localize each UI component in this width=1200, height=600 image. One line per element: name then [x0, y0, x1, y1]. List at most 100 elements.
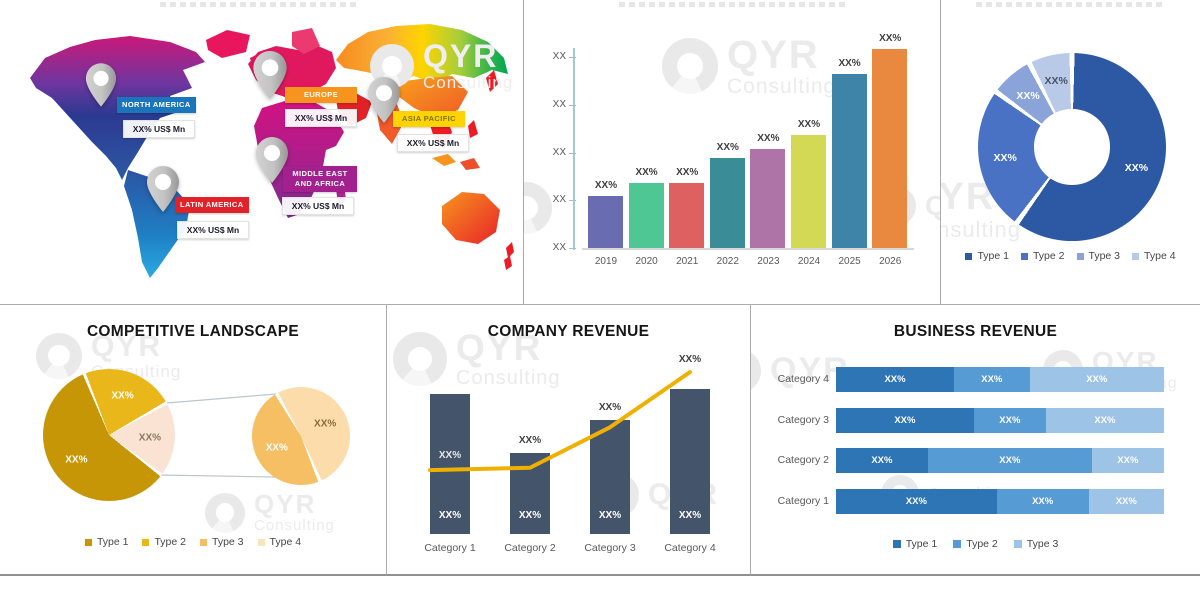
legend-item-type-1: Type 1	[965, 250, 1009, 262]
bar-2019	[588, 196, 623, 248]
footer-strip	[0, 578, 1200, 600]
watermark-subtitle: Consulting	[941, 216, 1021, 242]
bar-2022	[709, 158, 745, 248]
y-tick-label: XX	[552, 194, 566, 206]
y-tick-label: XX	[552, 51, 566, 62]
segment-type-3: XX%	[1045, 407, 1164, 433]
bar-2026	[872, 49, 908, 248]
segment-type-1: XX%	[836, 367, 955, 392]
line-value-label: XX%	[678, 354, 702, 366]
segment-type-1: XX%	[836, 407, 974, 433]
region-label-middle-east-africa: MIDDLE EAST AND AFRICA	[283, 166, 357, 192]
stacked-bar-category-1: XX% XX% XX%	[836, 488, 1164, 514]
legend-item-type-3: Type 3	[200, 536, 244, 548]
legend-label: Type 2	[1032, 250, 1065, 262]
region-label-latin-america: LATIN AMERICA	[175, 197, 249, 213]
legend-label: Type 4	[269, 536, 302, 548]
legend-marker	[1013, 540, 1022, 548]
bar-2023	[750, 148, 786, 248]
category-label-category-2: Category 2	[777, 454, 829, 466]
legend-marker	[1076, 252, 1084, 260]
panel-competitive-landscape: QYR Consulting QYR Consulting COMPETITIV…	[0, 305, 387, 576]
legend-marker	[200, 538, 207, 546]
legend-label: Type 1	[96, 536, 129, 548]
x-tick-label: 2024	[797, 256, 821, 267]
legend-item-type-1: Type 1	[84, 536, 129, 548]
company-revenue-chart: XX% Category 1 XX% Category 2 XX% Category 3 X…	[387, 305, 750, 574]
company-revenue-title: COMPANY REVENUE	[487, 323, 650, 340]
line-value-label: XX%	[598, 401, 622, 413]
legend-marker	[84, 538, 92, 546]
bar-value-label: XX%	[598, 510, 622, 521]
bar-value-label: XX%	[797, 119, 821, 131]
category-label-category-1: Category 1	[777, 494, 829, 507]
competitive-landscape-secondary-pie	[252, 387, 350, 485]
x-tick-label: 2020	[635, 256, 658, 267]
legend-marker	[953, 540, 962, 548]
x-tick-label: Category 4	[664, 542, 716, 554]
x-tick-label: 2025	[838, 256, 861, 267]
map-pin-north-america	[85, 63, 117, 107]
business-revenue-title: BUSINESS REVENUE	[893, 323, 1058, 340]
x-tick-label: 2026	[879, 256, 902, 267]
x-tick-label: 2019	[594, 256, 618, 267]
clipped-title-remnant	[160, 2, 360, 7]
bar-value-label: XX%	[438, 510, 462, 521]
y-tick-mark	[569, 152, 576, 154]
region-label-north-america: NORTH AMERICA	[117, 97, 196, 113]
legend-marker	[142, 538, 150, 546]
y-tick-mark	[569, 57, 576, 58]
legend-item-type-4: Type 4	[1132, 250, 1176, 262]
bar-value-label: XX%	[757, 132, 780, 144]
legend-label: Type 4	[1144, 250, 1176, 262]
donut-hole	[978, 53, 1166, 241]
legend-marker	[257, 538, 265, 546]
legend-label: Type 3	[212, 536, 244, 548]
line-value-label: XX%	[518, 435, 542, 446]
bar-2024	[791, 135, 826, 248]
segment-type-2: XX%	[973, 407, 1046, 433]
category-label-category-3: Category 3	[777, 413, 829, 426]
legend-label: Type 2	[154, 536, 186, 548]
yearly-growth-bar-chart: XX% 2019 XX% 2020 XX% 2021 XX% 2022 XX% 2023 XX% 20…	[524, 0, 940, 304]
bar-value-label: XX%	[518, 510, 542, 521]
segment-type-3: XX%	[1029, 367, 1164, 392]
panel-company-revenue: QYR Consulting QYR COMPANY REVENUE XX%Ca…	[387, 305, 751, 576]
line-value-label: XX%	[438, 449, 462, 461]
map-pin-latin-america	[147, 166, 179, 212]
region-label-asia-pacific: ASIA PACIFIC	[393, 111, 465, 127]
clipped-title-remnant	[976, 2, 1166, 7]
y-tick-mark	[569, 200, 576, 202]
x-axis-baseline	[582, 248, 914, 250]
legend-label: Type 3	[1026, 538, 1059, 550]
region-value-asia-pacific: XX% US$ Mn	[397, 134, 469, 152]
panel-market-growth-chart: QYR Consulting QYR XX%2019XX%2020XX%2021…	[524, 0, 941, 305]
stacked-bar-category-3: XX% XX% XX%	[836, 407, 1164, 433]
stacked-bar-category-2: XX% XX% XX%	[836, 448, 1164, 473]
business-revenue-legend: Type 1 Type 2 Type 3	[751, 538, 1200, 550]
map-pin-europe	[253, 51, 287, 99]
panel-business-revenue: QYR QYR Consulting Consulting BUSINESS R…	[751, 305, 1200, 576]
legend-label: Type 3	[1088, 250, 1121, 262]
legend-marker	[965, 252, 973, 260]
legend-marker	[892, 540, 901, 548]
legend-item-type-2: Type 2	[142, 536, 186, 548]
legend-item-type-4: Type 4	[257, 536, 302, 548]
panel-regional-market-map: QYR Consulting NORTH AMERICA XX% US$ Mn …	[0, 0, 524, 305]
legend-label: Type 2	[966, 538, 998, 550]
region-value-north-america: XX% US$ Mn	[123, 120, 195, 138]
clipped-title-remnant	[619, 2, 849, 7]
legend-label: Type 1	[905, 538, 938, 550]
map-pin-asia-pacific	[368, 77, 400, 123]
x-tick-label: Category 1	[424, 542, 476, 554]
bar-value-label: XX%	[716, 142, 739, 154]
x-tick-label: 2021	[676, 256, 699, 267]
legend-item-type-3: Type 3	[1076, 250, 1121, 262]
y-tick-label: XX	[552, 242, 566, 253]
legend-label: Type 1	[977, 250, 1009, 262]
legend-item-type-2: Type 2	[1020, 250, 1065, 262]
bar-value-label: XX%	[635, 167, 658, 179]
bar-2020	[628, 183, 664, 248]
bar-value-label: XX%	[678, 510, 702, 521]
